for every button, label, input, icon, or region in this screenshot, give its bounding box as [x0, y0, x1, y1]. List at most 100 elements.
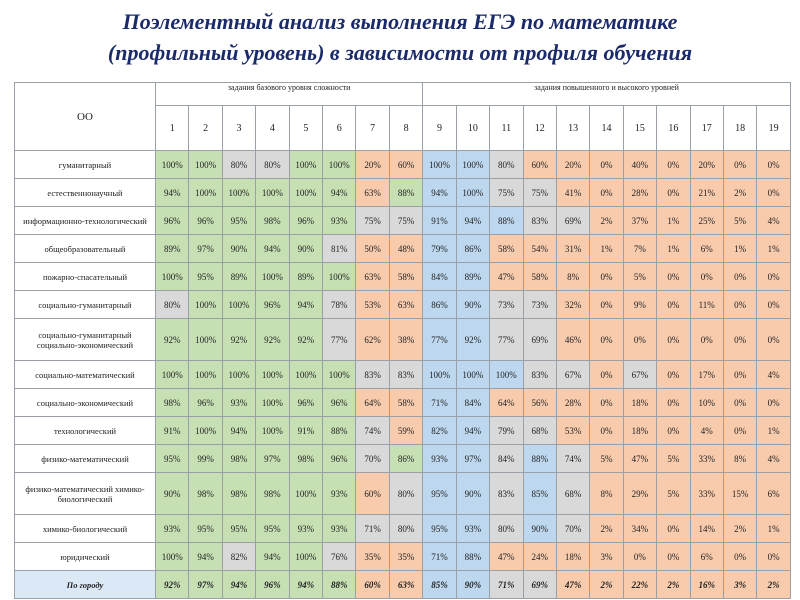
- cell: 100%: [288, 150, 324, 179]
- cell: 89%: [154, 234, 190, 263]
- row-label: социально-экономический: [14, 388, 156, 417]
- cell: 33%: [689, 444, 724, 473]
- cell: 83%: [522, 206, 557, 235]
- data-row: общеобразовательный 89% 97% 90% 94% 90% 81% 50%…: [14, 234, 791, 263]
- row-label: гуманитарный: [14, 150, 156, 179]
- cell: 95%: [188, 262, 223, 291]
- cell: 0%: [656, 416, 691, 445]
- cell: 98%: [255, 472, 290, 515]
- cell: 33%: [689, 472, 724, 515]
- column-header: 19: [756, 105, 791, 151]
- cell: 70%: [555, 514, 591, 543]
- cell: 88%: [388, 178, 424, 207]
- cell: 15%: [722, 472, 758, 515]
- cell: 95%: [422, 472, 457, 515]
- cell: 0%: [722, 360, 758, 389]
- cell: 63%: [388, 290, 424, 319]
- cell: 92%: [288, 318, 324, 361]
- cell: 8%: [722, 444, 758, 473]
- cell: 37%: [622, 206, 658, 235]
- results-table: ОО задания базового уровня сложности задан…: [14, 82, 791, 599]
- data-row: юридический 100% 94% 82% 94% 100% 76% 35% 35% 71%…: [14, 542, 791, 571]
- cell: 60%: [522, 150, 557, 179]
- total-row: По городу 92% 97% 94% 96% 94% 88% 60% 63% 85% 90% 7…: [14, 570, 791, 599]
- cell: 97%: [188, 234, 223, 263]
- cell: 100%: [455, 150, 491, 179]
- cell: 5%: [589, 444, 624, 473]
- cell: 96%: [322, 388, 357, 417]
- cell: 1%: [756, 514, 791, 543]
- title-line: Поэлементный анализ выполнения ЕГЭ по ма…: [122, 9, 678, 34]
- cell: 97%: [188, 570, 223, 599]
- cell: 90%: [154, 472, 190, 515]
- cell: 93%: [422, 444, 457, 473]
- cell: 75%: [489, 178, 524, 207]
- cell: 100%: [188, 416, 223, 445]
- cell: 47%: [555, 570, 591, 599]
- column-header: 7: [355, 105, 390, 151]
- cell: 100%: [322, 262, 357, 291]
- cell: 64%: [489, 388, 524, 417]
- cell: 80%: [388, 472, 424, 515]
- cell: 94%: [288, 290, 324, 319]
- cell: 0%: [689, 318, 724, 361]
- column-header: 15: [622, 105, 658, 151]
- cell: 75%: [522, 178, 557, 207]
- cell: 100%: [322, 360, 357, 389]
- row-label: социально-гуманитарный социально-экономи…: [14, 318, 156, 361]
- cell: 96%: [188, 388, 223, 417]
- column-header: 10: [455, 105, 491, 151]
- cell: 32%: [555, 290, 591, 319]
- cell: 29%: [622, 472, 658, 515]
- cell: 86%: [388, 444, 424, 473]
- cell: 67%: [622, 360, 658, 389]
- cell: 28%: [555, 388, 591, 417]
- cell: 92%: [455, 318, 491, 361]
- cell: 100%: [154, 262, 190, 291]
- cell: 79%: [422, 234, 457, 263]
- cell: 75%: [355, 206, 390, 235]
- cell: 100%: [154, 542, 190, 571]
- cell: 83%: [489, 472, 524, 515]
- cell: 98%: [221, 444, 257, 473]
- cell: 35%: [388, 542, 424, 571]
- cell: 0%: [589, 388, 624, 417]
- cell: 92%: [154, 318, 190, 361]
- row-label: физико-математический: [14, 444, 156, 473]
- cell: 100%: [221, 360, 257, 389]
- cell: 88%: [489, 206, 524, 235]
- cell: 0%: [589, 178, 624, 207]
- cell: 100%: [288, 178, 324, 207]
- cell: 5%: [656, 472, 691, 515]
- data-row: информационно-технологический 96% 96% 95% 98…: [14, 206, 791, 235]
- cell: 88%: [522, 444, 557, 473]
- cell: 71%: [355, 514, 390, 543]
- title-line: (профильный уровень) в зависимости от пр…: [107, 40, 693, 65]
- cell: 4%: [756, 444, 791, 473]
- row-label: физико-математический химико-биологическ…: [14, 472, 156, 515]
- data-row: химико-биологический 93% 95% 95% 95% 93% 93% 71…: [14, 514, 791, 543]
- cell: 82%: [221, 542, 257, 571]
- cell: 92%: [154, 570, 190, 599]
- cell: 91%: [288, 416, 324, 445]
- cell: 98%: [255, 206, 290, 235]
- cell: 6%: [756, 472, 791, 515]
- cell: 100%: [188, 290, 223, 319]
- cell: 100%: [489, 360, 524, 389]
- cell: 10%: [689, 388, 724, 417]
- cell: 100%: [255, 262, 290, 291]
- cell: 0%: [756, 150, 791, 179]
- cell: 88%: [455, 542, 491, 571]
- cell: 56%: [522, 388, 557, 417]
- cell: 3%: [722, 570, 758, 599]
- column-header: 6: [322, 105, 357, 151]
- column-header: 1: [154, 105, 190, 151]
- cell: 0%: [589, 318, 624, 361]
- cell: 69%: [522, 318, 557, 361]
- column-header: 9: [422, 105, 457, 151]
- cell: 0%: [589, 416, 624, 445]
- cell: 90%: [522, 514, 557, 543]
- cell: 80%: [154, 290, 190, 319]
- cell: 100%: [221, 290, 257, 319]
